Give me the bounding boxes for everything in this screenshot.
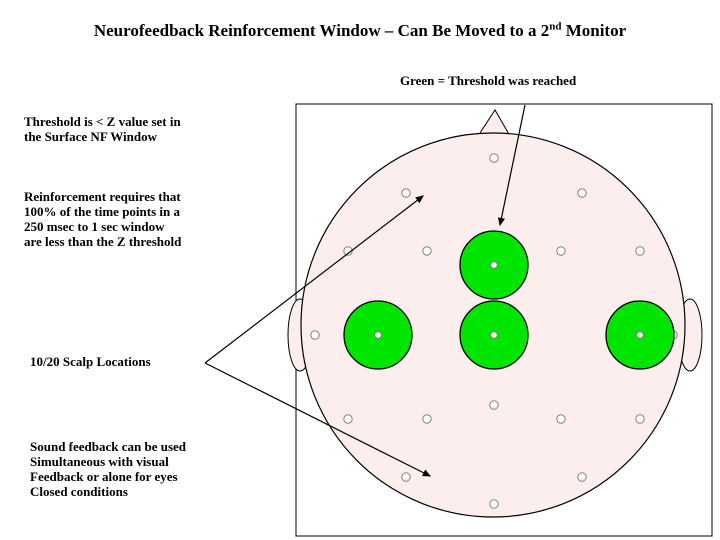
green-node-center-3 — [637, 332, 644, 339]
title-main: Neurofeedback Reinforcement Window – Can… — [94, 21, 549, 40]
ear-left — [288, 299, 312, 371]
electrode-16 — [557, 415, 565, 423]
electrode-3 — [344, 247, 352, 255]
green-node-1 — [344, 301, 412, 369]
electrode-5 — [490, 261, 498, 269]
electrode-19 — [578, 473, 586, 481]
ear-right — [678, 299, 702, 371]
page-title: Neurofeedback Reinforcement Window – Can… — [0, 20, 720, 41]
electrode-18 — [402, 473, 410, 481]
electrode-15 — [490, 401, 498, 409]
nose — [478, 110, 510, 136]
electrode-20 — [490, 500, 498, 508]
head-outline — [301, 133, 685, 517]
electrode-14 — [423, 415, 431, 423]
green-node-center-0 — [491, 262, 498, 269]
panel-rect — [296, 104, 712, 536]
electrode-0 — [490, 154, 498, 162]
electrode-10 — [490, 331, 498, 339]
electrode-7 — [636, 247, 644, 255]
electrode-6 — [557, 247, 565, 255]
green-node-center-1 — [375, 332, 382, 339]
diagram-stage: { "title": "Neurofeedback Reinforcement … — [0, 0, 720, 540]
electrode-2 — [578, 189, 586, 197]
green-node-center-2 — [491, 332, 498, 339]
scalp-locations-label: 10/20 Scalp Locations — [30, 355, 151, 370]
green-node-2 — [460, 301, 528, 369]
green-node-3 — [606, 301, 674, 369]
electrode-13 — [344, 415, 352, 423]
sound-feedback-label: Sound feedback can be used Simultaneous … — [30, 440, 280, 500]
reinforcement-label: Reinforcement requires that 100% of the … — [24, 190, 264, 250]
electrode-8 — [311, 331, 319, 339]
title-tail: Monitor — [561, 21, 626, 40]
electrode-1 — [402, 189, 410, 197]
electrode-12 — [669, 331, 677, 339]
threshold-label: Threshold is < Z value set in the Surfac… — [24, 115, 254, 145]
electrode-4 — [423, 247, 431, 255]
electrode-9 — [374, 331, 382, 339]
title-sup: nd — [549, 20, 561, 32]
electrode-11 — [606, 331, 614, 339]
green-node-0 — [460, 231, 528, 299]
green-arrow — [500, 105, 525, 225]
green-threshold-label: Green = Threshold was reached — [400, 74, 576, 89]
electrode-17 — [636, 415, 644, 423]
